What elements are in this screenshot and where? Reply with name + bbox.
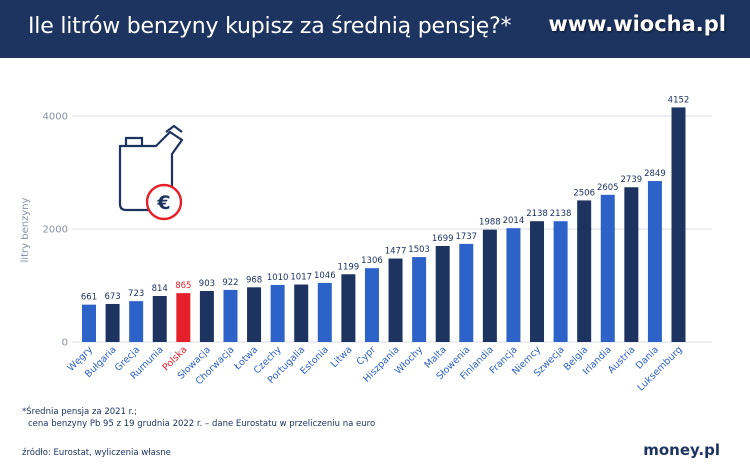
footnote-line-1: *Średnia pensja za 2021 r.; (22, 407, 137, 417)
bar (530, 221, 545, 342)
brand-logo: money.pl (643, 441, 720, 459)
category-label: Litwa (329, 344, 355, 370)
bar (129, 301, 144, 342)
y-tick-label: 4000 (43, 112, 68, 123)
header-bar: Ile litrów benzyny kupisz za średnią pen… (0, 0, 750, 58)
bar (317, 282, 332, 342)
bar (553, 221, 568, 342)
source-note: źródło: Eurostat, wyliczenia własne (22, 448, 171, 458)
bar (82, 304, 96, 342)
bar-value-label: 1477 (385, 247, 407, 257)
bar (671, 107, 686, 342)
watermark-logo: www.wiocha.pl (548, 12, 726, 36)
bar (624, 187, 639, 342)
fuel-can-handle (124, 136, 144, 146)
bar (388, 258, 403, 342)
bar-value-label: 2849 (644, 169, 666, 179)
y-axis-ticks: 0 2000 4000 (43, 112, 68, 349)
bar-chart: 0 2000 4000 litry benzyny € 661 673 723 814 86… (20, 95, 712, 394)
bar (577, 200, 592, 342)
bar (152, 296, 167, 342)
bar (647, 181, 662, 342)
y-tick-label: 0 (62, 338, 68, 349)
bar-value-label: 673 (104, 292, 120, 302)
bar (482, 229, 497, 342)
bar (105, 303, 120, 342)
bar-value-label: 1988 (479, 218, 501, 228)
footnote-line-2: cena benzyny Pb 95 z 19 grudnia 2022 r. … (28, 419, 376, 429)
euro-badge (145, 183, 183, 221)
fuel-can-euro-icon: € (118, 124, 184, 221)
bars (82, 107, 686, 342)
bar (199, 290, 214, 342)
y-tick-label: 2000 (43, 225, 68, 236)
bar-value-label: 1699 (432, 234, 454, 244)
bar-value-label: 1199 (338, 262, 360, 272)
bar-value-label: 1737 (455, 232, 477, 242)
bar-value-label: 1010 (267, 273, 289, 283)
category-labels: WęgryBułgariaGrecjaRumuniaPolskaSłowacja… (66, 344, 685, 393)
bar (364, 268, 379, 342)
bar-value-label: 2739 (621, 175, 643, 185)
bar-value-label: 2014 (503, 216, 525, 226)
bar (341, 274, 356, 342)
bar-value-label: 2138 (526, 209, 548, 219)
bar-value-label: 1046 (314, 271, 336, 281)
chart-title: Ile litrów benzyny kupisz za średnią pen… (28, 14, 512, 39)
bar (412, 257, 427, 342)
bar-value-label: 814 (152, 284, 168, 294)
footnote: *Średnia pensja za 2021 r.; cena benzyny… (22, 406, 375, 430)
bar-value-label: 1503 (408, 245, 430, 255)
bar (459, 243, 474, 342)
bar (506, 228, 521, 342)
bar-value-label: 2138 (550, 209, 572, 219)
bar-value-label: 1306 (361, 256, 383, 266)
bar (247, 287, 262, 342)
bar (294, 284, 309, 342)
y-axis-label: litry benzyny (20, 197, 31, 262)
bar (223, 289, 238, 342)
bar-value-label: 723 (128, 289, 144, 299)
bar-value-label: 922 (222, 278, 238, 288)
bar (270, 284, 285, 342)
bar (435, 246, 450, 342)
bar-value-label: 968 (246, 275, 262, 285)
fuel-can-cap (165, 124, 183, 133)
bar-value-label: 2506 (573, 188, 595, 198)
bar (600, 194, 615, 342)
bar-value-label: 1017 (290, 273, 312, 283)
bar (176, 293, 191, 342)
value-labels: 661 673 723 814 865 903 922 968 1010 1017 10461199… (81, 95, 689, 302)
bar-value-label: 4152 (668, 95, 690, 105)
bar-value-label: 2605 (597, 183, 619, 193)
euro-symbol: € (156, 192, 170, 214)
bar-value-label: 865 (175, 281, 191, 291)
bar-value-label: 903 (199, 279, 215, 289)
bar-value-label: 661 (81, 293, 97, 303)
